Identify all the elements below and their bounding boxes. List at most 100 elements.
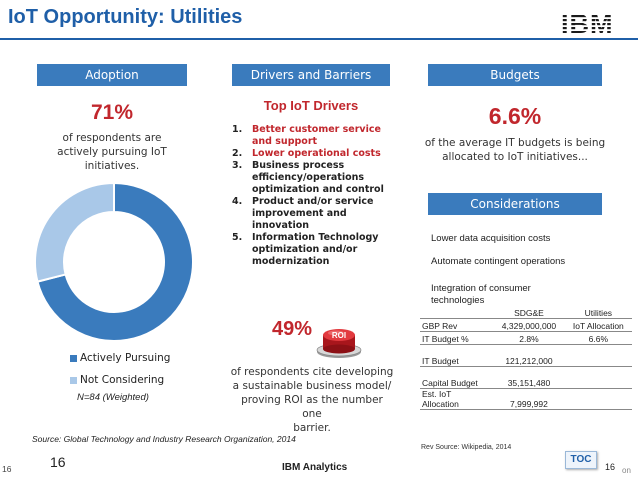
driver-number: 5.	[232, 232, 243, 243]
consideration-item: Integration of consumer technologies	[431, 283, 621, 307]
consideration-line: Integration of consumer	[431, 283, 531, 294]
table-row: GBP Rev 4,329,000,000 IoT Allocation	[420, 318, 632, 332]
donut-slice-actively-pursuing	[36, 181, 194, 342]
driver-text: Information Technology optimization and/o…	[252, 232, 392, 268]
slide-title: IoT Opportunity: Utilities	[8, 6, 243, 28]
barrier-stat: 49%	[271, 318, 313, 340]
barrier-description-line: barrier.	[293, 422, 331, 434]
driver-item: 2. Lower operational costs	[232, 148, 392, 160]
table-row-value: 35,151,480	[493, 375, 565, 389]
table-row-label: IT Budget	[420, 353, 494, 367]
table-header-cell: Utilities	[564, 305, 632, 319]
sample-size: N=84 (Weighted)	[77, 392, 149, 403]
driver-item: 3. Business process efficiency/operations o…	[232, 160, 392, 196]
drivers-header: Drivers and Barriers	[232, 64, 390, 86]
finance-table: SDG&E Utilities GBP Rev 4,329,000,000 IoT Al…	[420, 305, 632, 410]
table-row-extra	[564, 375, 632, 389]
consideration-line: technologies	[431, 295, 485, 306]
table-header-cell	[420, 305, 494, 319]
barrier-description-line: a sustainable business model/	[232, 380, 392, 392]
footer-page-right: 16	[605, 462, 616, 472]
driver-text: Lower operational costs	[252, 148, 392, 160]
adoption-description-line: actively pursuing IoT	[57, 146, 167, 158]
table-row-label-line: IT Budget	[422, 355, 459, 366]
driver-text-line: optimization and control	[252, 184, 384, 195]
toc-button[interactable]: TOC	[565, 451, 597, 469]
footer-page-left: 16	[2, 464, 12, 474]
footer-brand: IBM Analytics	[282, 462, 348, 473]
consideration-item: Automate contingent operations	[431, 256, 621, 268]
roi-button-icon: ROI	[316, 329, 362, 358]
table-row-label-line: Allocation	[422, 398, 459, 409]
table-row-value: 4,329,000,000	[493, 318, 565, 332]
table-row-label: GBP Rev	[420, 318, 494, 332]
driver-text-line: optimization and/or	[252, 244, 358, 255]
budgets-header: Budgets	[428, 64, 602, 86]
table-spacer-cell	[420, 366, 632, 375]
driver-text-line: improvement and	[252, 208, 347, 219]
table-header-row: SDG&E Utilities	[420, 305, 632, 319]
adoption-description-line: of respondents are	[62, 132, 162, 144]
table-spacer-cell	[420, 344, 632, 353]
driver-text-line: and support	[252, 136, 318, 147]
driver-item: 5. Information Technology optimization and…	[232, 232, 392, 268]
table-row-label: Est. IoT Allocation	[420, 388, 494, 410]
title-divider	[0, 38, 638, 40]
donut-slice-not-considering	[34, 181, 115, 283]
driver-number: 2.	[232, 148, 243, 159]
legend-label-not-considering: Not Considering	[80, 374, 165, 386]
barrier-description-line: of respondents cite developing	[230, 366, 394, 378]
page-number: 16	[50, 454, 66, 470]
table-row-label: Capital Budget	[420, 375, 494, 389]
budget-stat: 6.6%	[488, 103, 542, 129]
legend-swatch-not-considering	[70, 376, 77, 384]
consideration-line: Automate contingent operations	[431, 256, 566, 267]
table-row-value: 121,212,000	[493, 353, 565, 367]
table-source: Rev Source: Wikipedia, 2014	[421, 444, 512, 451]
table-row-extra	[564, 388, 632, 410]
driver-text-line: Business process	[252, 160, 345, 171]
driver-number: 4.	[232, 196, 243, 207]
legend-actively-pursuing: Actively Pursuing	[70, 352, 170, 364]
table-spacer-row	[420, 366, 632, 375]
table-row-extra: IoT Allocation	[564, 318, 632, 332]
budget-description-line: allocated to IoT initiatives...	[442, 151, 588, 163]
adoption-header: Adoption	[37, 64, 187, 86]
budget-description: of the average IT budgets is being alloca…	[420, 136, 610, 164]
legend-not-considering: Not Considering	[70, 374, 164, 386]
driver-text-line: modernization	[252, 256, 330, 267]
driver-text-line: efficiency/operations	[252, 172, 365, 183]
adoption-description-line: initiatives.	[84, 160, 140, 172]
table-header-cell: SDG&E	[493, 305, 565, 319]
driver-item: 1. Better customer service and support	[232, 124, 392, 148]
driver-text-line: innovation	[252, 220, 309, 231]
table-row-label-line: Est. IoT	[422, 388, 452, 399]
driver-text-line: Lower operational costs	[252, 148, 381, 159]
consideration-line: Lower data acquisition costs	[431, 233, 551, 244]
adoption-stat: 71%	[90, 101, 134, 124]
table-row: IT Budget % 2.8% 6.6%	[420, 331, 632, 345]
considerations-header: Considerations	[428, 193, 602, 215]
driver-number: 1.	[232, 124, 243, 135]
table-row: Est. IoT Allocation 7,999,992	[420, 388, 632, 410]
table-row-extra	[564, 353, 632, 367]
legend-swatch-pursuing	[70, 354, 77, 362]
drivers-title: Top IoT Drivers	[263, 98, 359, 113]
consideration-item: Lower data acquisition costs	[431, 233, 621, 245]
driver-text: Product and/or service improvement and inn…	[252, 196, 392, 232]
table-row-extra: 6.6%	[564, 331, 632, 345]
driver-number: 3.	[232, 160, 243, 171]
legend-label-pursuing: Actively Pursuing	[80, 352, 171, 364]
table-row-value: 7,999,992	[493, 388, 565, 410]
ibm-logo-text: IBM	[561, 9, 614, 39]
driver-text-line: Better customer service	[252, 124, 381, 135]
ibm-logo: IBM	[561, 9, 614, 39]
adoption-description: of respondents are actively pursuing IoT i…	[30, 131, 194, 173]
table-row-label-line: Capital Budget	[422, 377, 478, 388]
table-spacer-row	[420, 344, 632, 353]
footer-fragment: on	[622, 466, 631, 475]
drivers-list: 1. Better customer service and support 2. Lo…	[232, 124, 392, 268]
driver-text: Better customer service and support	[252, 124, 392, 148]
barrier-description: of respondents cite developing a sustaina…	[230, 365, 394, 435]
table-row: IT Budget 121,212,000	[420, 353, 632, 367]
